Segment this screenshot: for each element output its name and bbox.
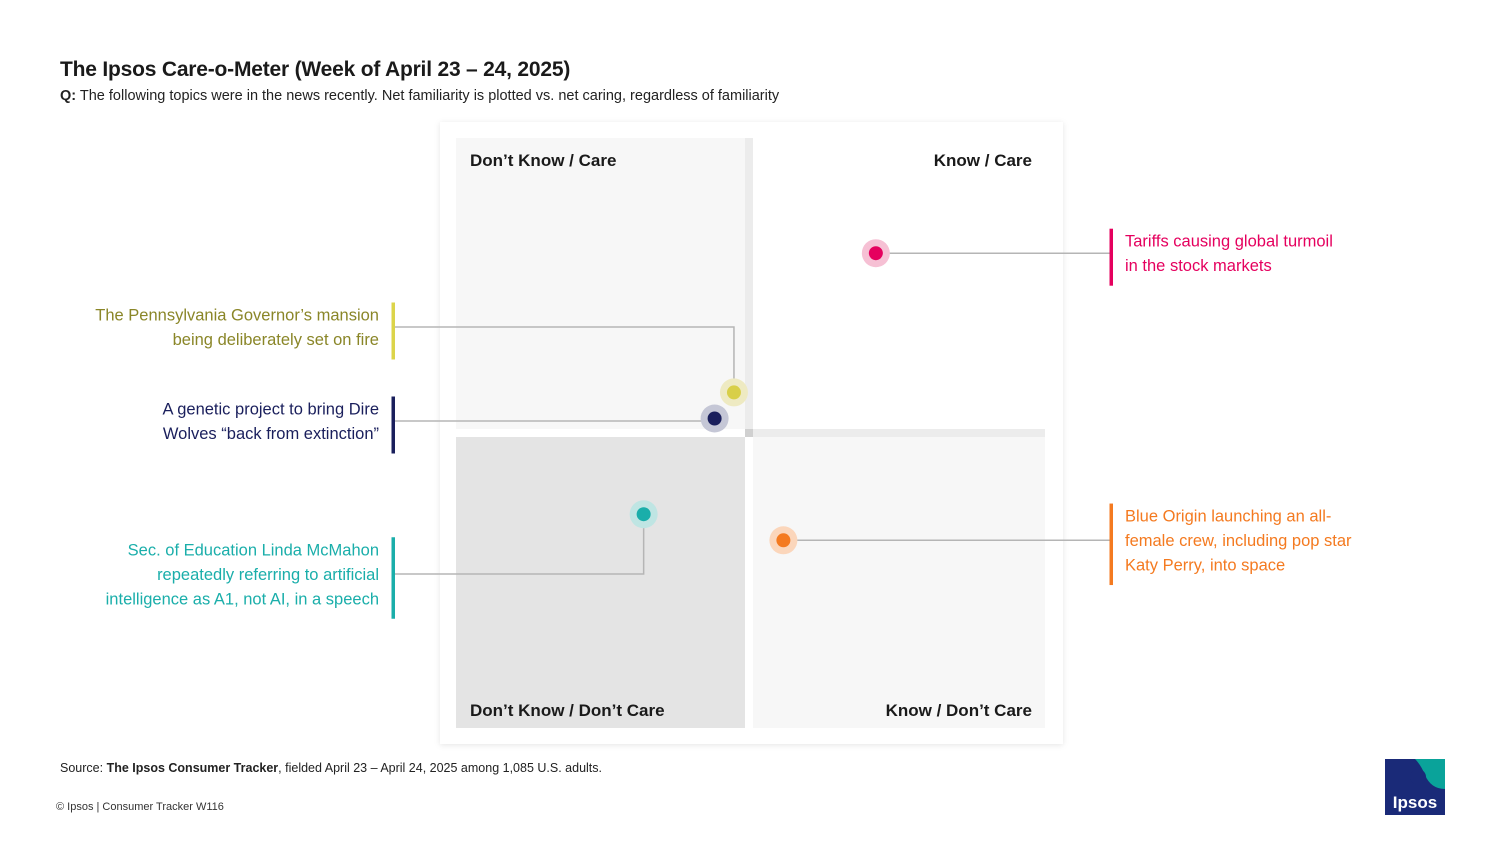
data-point-mcmahon: [636, 507, 651, 522]
horizontal-divider: [753, 429, 1045, 437]
quadrant-top-left: [456, 138, 745, 429]
copyright-footer: © Ipsos | Consumer Tracker W116: [56, 801, 224, 813]
source-prefix: Source:: [60, 761, 104, 775]
label-bar-dire-wolves: [391, 396, 395, 454]
question-text: Q: The following topics were in the news…: [60, 88, 779, 104]
source-name: The Ipsos Consumer Tracker: [106, 761, 279, 775]
quadrant-top-right: [753, 138, 1045, 429]
data-point-pa-governor: [726, 385, 741, 400]
point-label-mcmahon-line-2: repeatedly referring to artificial: [157, 566, 379, 584]
point-group-dire-wolves: A genetic project to bring Dire Wolves “b…: [163, 396, 729, 454]
data-point-blue-origin: [776, 533, 791, 548]
point-group-mcmahon: Sec. of Education Linda McMahon repeatedl…: [106, 500, 658, 619]
quadrant-label-top-right: Know / Care: [934, 151, 1032, 170]
point-label-blue-origin-line-2: female crew, including pop star: [1125, 532, 1352, 550]
point-label-pa-governor-line-2: being deliberately set on fire: [173, 331, 379, 349]
point-label-blue-origin-line-3: Katy Perry, into space: [1125, 557, 1285, 575]
leader-line-pa-governor: [393, 326, 735, 381]
point-label-dire-wolves-line-2: Wolves “back from extinction”: [163, 425, 379, 443]
logo-text: Ipsos: [1393, 793, 1437, 812]
point-group-pa-governor: The Pennsylvania Governor’s mansion being…: [95, 302, 748, 407]
vertical-divider: [745, 138, 753, 429]
question-body: The following topics were in the news re…: [79, 88, 780, 104]
label-bar-pa-governor: [391, 302, 395, 360]
point-group-blue-origin: Blue Origin launching an all-female crew…: [769, 503, 1352, 586]
label-bar-tariffs: [1109, 228, 1113, 286]
leader-line-mcmahon: [393, 526, 645, 575]
chart-title: The Ipsos Care-o-Meter (Week of April 23…: [60, 58, 571, 81]
point-label-tariffs-line-2: in the stock markets: [1125, 257, 1272, 275]
data-point-tariffs: [868, 246, 883, 261]
point-label-tariffs-line-1: Tariffs causing global turmoil: [1125, 233, 1333, 251]
source-note: Source: The Ipsos Consumer Tracker, fiel…: [60, 761, 602, 775]
point-label-dire-wolves-line-1: A genetic project to bring Dire: [163, 401, 379, 419]
label-bar-blue-origin: [1109, 503, 1113, 586]
point-group-tariffs: Tariffs causing global turmoil in the sto…: [861, 228, 1333, 286]
quadrant-label-bottom-right: Know / Don’t Care: [886, 701, 1032, 720]
center-marker: [745, 429, 753, 437]
point-label-mcmahon-line-3: intelligence as A1, not AI, in a speech: [106, 590, 379, 608]
quadrant-bottom-right: [753, 437, 1045, 728]
data-point-dire-wolves: [707, 411, 722, 426]
quadrant-label-top-left: Don’t Know / Care: [470, 151, 616, 170]
point-label-mcmahon-line-1: Sec. of Education Linda McMahon: [128, 541, 379, 559]
point-label-pa-governor-line-1: The Pennsylvania Governor’s mansion: [95, 307, 379, 325]
point-label-blue-origin-line-1: Blue Origin launching an all-: [1125, 508, 1331, 526]
ipsos-logo: Ipsos: [1385, 759, 1445, 815]
question-prefix: Q:: [60, 88, 77, 104]
source-rest: , fielded April 23 – April 24, 2025 amon…: [278, 761, 602, 775]
data-points: Tariffs causing global turmoil in the sto…: [95, 228, 1352, 619]
quadrant-bottom-left: [456, 437, 745, 728]
quadrant-label-bottom-left: Don’t Know / Don’t Care: [470, 701, 665, 720]
label-bar-mcmahon: [391, 537, 395, 619]
